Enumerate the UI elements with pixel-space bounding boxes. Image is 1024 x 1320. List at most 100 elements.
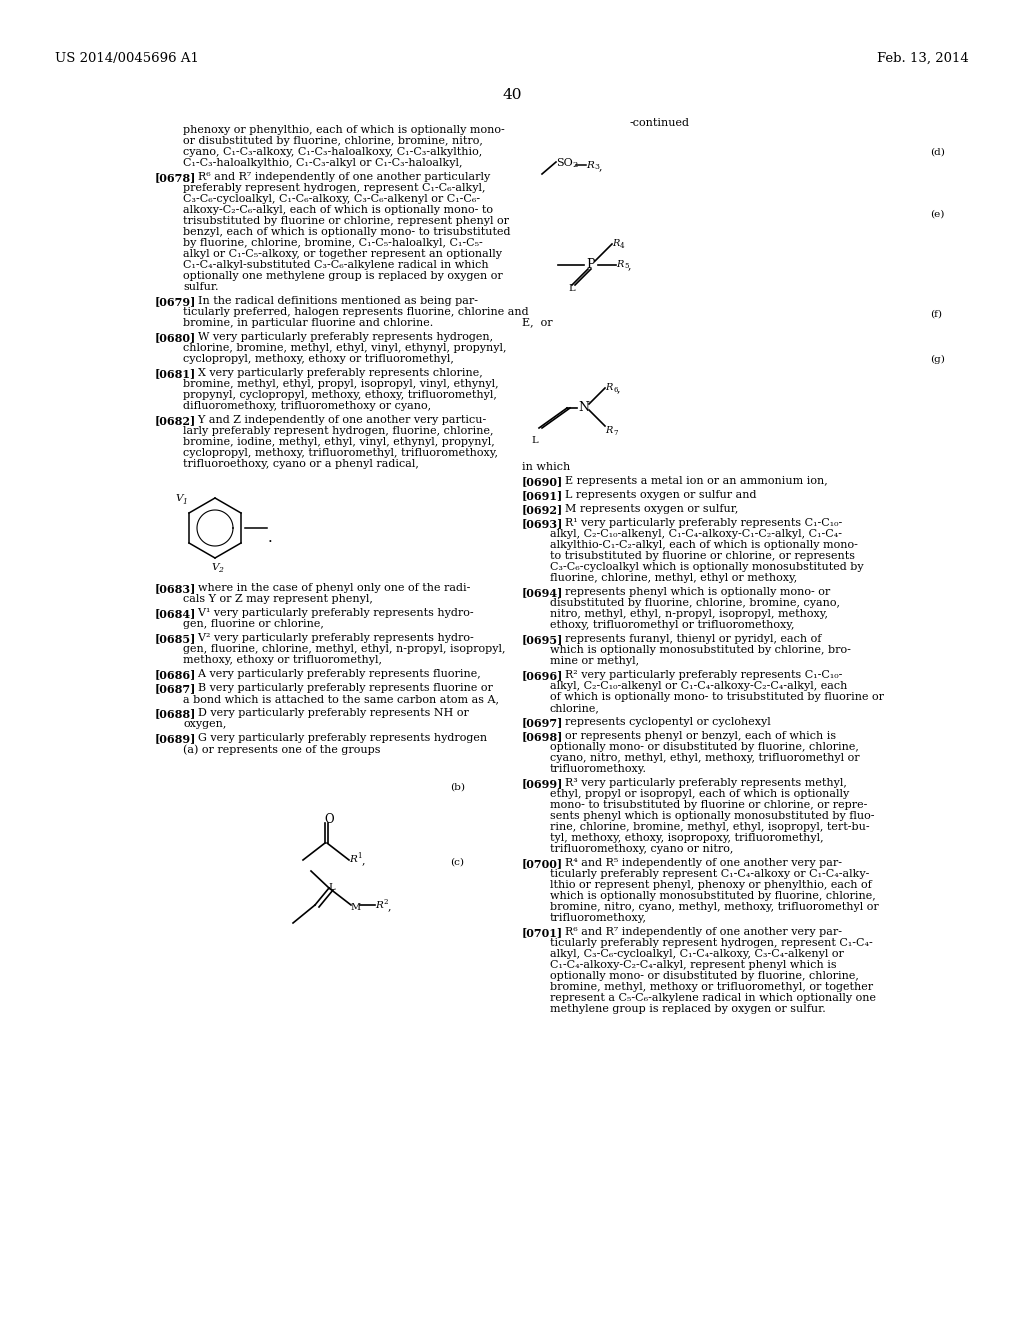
Text: [0698]: [0698]: [522, 731, 563, 742]
Text: V: V: [175, 494, 182, 503]
Text: [0680]: [0680]: [155, 333, 197, 343]
Text: V² very particularly preferably represents hydro-: V² very particularly preferably represen…: [190, 634, 473, 643]
Text: mono- to trisubstituted by fluorine or chlorine, or repre-: mono- to trisubstituted by fluorine or c…: [550, 800, 867, 810]
Text: rine, chlorine, bromine, methyl, ethyl, isopropyl, tert-bu-: rine, chlorine, bromine, methyl, ethyl, …: [550, 822, 869, 832]
Text: L: L: [568, 284, 574, 293]
Text: (g): (g): [930, 355, 945, 364]
Text: [0688]: [0688]: [155, 708, 197, 719]
Text: chlorine, bromine, methyl, ethyl, vinyl, ethynyl, propynyl,: chlorine, bromine, methyl, ethyl, vinyl,…: [183, 343, 507, 352]
Text: G very particularly preferably represents hydrogen: G very particularly preferably represent…: [190, 733, 486, 743]
Text: [0689]: [0689]: [155, 733, 197, 744]
Text: (b): (b): [450, 783, 465, 792]
Text: bromine, iodine, methyl, ethyl, vinyl, ethynyl, propynyl,: bromine, iodine, methyl, ethyl, vinyl, e…: [183, 437, 495, 447]
Text: A very particularly preferably represents fluorine,: A very particularly preferably represent…: [190, 669, 480, 678]
Text: fluorine, chlorine, methyl, ethyl or methoxy,: fluorine, chlorine, methyl, ethyl or met…: [550, 573, 798, 583]
Text: M: M: [350, 903, 360, 912]
Text: [0687]: [0687]: [155, 682, 197, 694]
Text: optionally mono- or disubstituted by fluorine, chlorine,: optionally mono- or disubstituted by flu…: [550, 742, 859, 752]
Text: [0685]: [0685]: [155, 634, 197, 644]
Text: represents phenyl which is optionally mono- or: represents phenyl which is optionally mo…: [558, 587, 829, 597]
Text: C₁-C₃-haloalkylthio, C₁-C₃-alkyl or C₁-C₃-haloalkyl,: C₁-C₃-haloalkylthio, C₁-C₃-alkyl or C₁-C…: [183, 158, 463, 168]
Text: trifluoromethoxy,: trifluoromethoxy,: [550, 913, 647, 923]
Text: R: R: [605, 383, 612, 392]
Text: difluoromethoxy, trifluoromethoxy or cyano,: difluoromethoxy, trifluoromethoxy or cya…: [183, 401, 431, 411]
Text: ,: ,: [599, 161, 602, 172]
Text: 2: 2: [572, 161, 578, 169]
Text: bromine, in particular fluorine and chlorine.: bromine, in particular fluorine and chlo…: [183, 318, 433, 327]
Text: or represents phenyl or benzyl, each of which is: or represents phenyl or benzyl, each of …: [558, 731, 836, 741]
Text: mine or methyl,: mine or methyl,: [550, 656, 639, 667]
Text: [0692]: [0692]: [522, 504, 563, 515]
Text: R: R: [349, 855, 357, 865]
Text: 4: 4: [620, 242, 625, 249]
Text: [0678]: [0678]: [155, 172, 197, 183]
Text: R³ very particularly preferably represents methyl,: R³ very particularly preferably represen…: [558, 777, 847, 788]
Text: disubstituted by fluorine, chlorine, bromine, cyano,: disubstituted by fluorine, chlorine, bro…: [550, 598, 840, 609]
Text: [0684]: [0684]: [155, 609, 197, 619]
Text: ethoxy, trifluoromethyl or trifluoromethoxy,: ethoxy, trifluoromethyl or trifluorometh…: [550, 620, 795, 630]
Text: in which: in which: [522, 462, 570, 473]
Text: [0696]: [0696]: [522, 671, 563, 681]
Text: L: L: [531, 436, 538, 445]
Text: represents cyclopentyl or cyclohexyl: represents cyclopentyl or cyclohexyl: [558, 717, 770, 727]
Text: R: R: [605, 426, 612, 436]
Text: [0679]: [0679]: [155, 296, 197, 308]
Text: nitro, methyl, ethyl, n-propyl, isopropyl, methoxy,: nitro, methyl, ethyl, n-propyl, isopropy…: [550, 609, 828, 619]
Text: P: P: [586, 257, 595, 271]
Text: benzyl, each of which is optionally mono- to trisubstituted: benzyl, each of which is optionally mono…: [183, 227, 511, 238]
Text: cyclopropyl, methoxy, trifluoromethyl, trifluoromethoxy,: cyclopropyl, methoxy, trifluoromethyl, t…: [183, 447, 498, 458]
Text: of which is optionally mono- to trisubstituted by fluorine or: of which is optionally mono- to trisubst…: [550, 692, 884, 702]
Text: 6: 6: [613, 385, 617, 393]
Text: ,: ,: [628, 260, 632, 271]
Text: W very particularly preferably represents hydrogen,: W very particularly preferably represent…: [190, 333, 493, 342]
Text: chlorine,: chlorine,: [550, 704, 600, 713]
Text: [0701]: [0701]: [522, 927, 563, 939]
Text: preferably represent hydrogen, represent C₁-C₆-alkyl,: preferably represent hydrogen, represent…: [183, 183, 485, 193]
Text: 2: 2: [383, 898, 387, 906]
Text: alkyl, C₂-C₁₀-alkenyl or C₁-C₄-alkoxy-C₂-C₄-alkyl, each: alkyl, C₂-C₁₀-alkenyl or C₁-C₄-alkoxy-C₂…: [550, 681, 848, 690]
Text: (a) or represents one of the groups: (a) or represents one of the groups: [183, 744, 381, 755]
Text: alkoxy-C₂-C₆-alkyl, each of which is optionally mono- to: alkoxy-C₂-C₆-alkyl, each of which is opt…: [183, 205, 493, 215]
Text: B very particularly preferably represents fluorine or: B very particularly preferably represent…: [190, 682, 493, 693]
Text: sents phenyl which is optionally monosubstituted by fluo-: sents phenyl which is optionally monosub…: [550, 810, 874, 821]
Text: US 2014/0045696 A1: US 2014/0045696 A1: [55, 51, 199, 65]
Text: R⁴ and R⁵ independently of one another very par-: R⁴ and R⁵ independently of one another v…: [558, 858, 842, 869]
Text: trifluoromethoxy, cyano or nitro,: trifluoromethoxy, cyano or nitro,: [550, 843, 733, 854]
Text: Feb. 13, 2014: Feb. 13, 2014: [878, 51, 969, 65]
Text: bromine, methyl, ethyl, propyl, isopropyl, vinyl, ethynyl,: bromine, methyl, ethyl, propyl, isopropy…: [183, 379, 499, 389]
Text: methylene group is replaced by oxygen or sulfur.: methylene group is replaced by oxygen or…: [550, 1005, 825, 1014]
Text: a bond which is attached to the same carbon atom as A,: a bond which is attached to the same car…: [183, 694, 499, 704]
Text: cals Y or Z may represent phenyl,: cals Y or Z may represent phenyl,: [183, 594, 373, 605]
Text: SO: SO: [556, 158, 572, 168]
Text: 40: 40: [502, 88, 522, 102]
Text: bromine, nitro, cyano, methyl, methoxy, trifluoromethyl or: bromine, nitro, cyano, methyl, methoxy, …: [550, 902, 879, 912]
Text: alkyl or C₁-C₅-alkoxy, or together represent an optionally: alkyl or C₁-C₅-alkoxy, or together repre…: [183, 249, 502, 259]
Text: 1: 1: [182, 498, 186, 506]
Text: ethyl, propyl or isopropyl, each of which is optionally: ethyl, propyl or isopropyl, each of whic…: [550, 789, 849, 799]
Text: .: .: [268, 531, 272, 545]
Text: [0700]: [0700]: [522, 858, 563, 869]
Text: [0693]: [0693]: [522, 517, 563, 529]
Text: cyano, nitro, methyl, ethyl, methoxy, trifluoromethyl or: cyano, nitro, methyl, ethyl, methoxy, tr…: [550, 752, 859, 763]
Text: R: R: [616, 260, 624, 269]
Text: X very particularly preferably represents chlorine,: X very particularly preferably represent…: [190, 368, 482, 378]
Text: ticularly preferably represent hydrogen, represent C₁-C₄-: ticularly preferably represent hydrogen,…: [550, 939, 872, 948]
Text: R¹ very particularly preferably represents C₁-C₁₀-: R¹ very particularly preferably represen…: [558, 517, 842, 528]
Text: V: V: [211, 564, 218, 572]
Text: larly preferably represent hydrogen, fluorine, chlorine,: larly preferably represent hydrogen, flu…: [183, 426, 494, 436]
Text: 3: 3: [594, 162, 599, 172]
Text: trisubstituted by fluorine or chlorine, represent phenyl or: trisubstituted by fluorine or chlorine, …: [183, 216, 509, 226]
Text: oxygen,: oxygen,: [183, 719, 226, 729]
Text: ticularly preferably represent C₁-C₄-alkoxy or C₁-C₄-alky-: ticularly preferably represent C₁-C₄-alk…: [550, 869, 869, 879]
Text: methoxy, ethoxy or trifluoromethyl,: methoxy, ethoxy or trifluoromethyl,: [183, 655, 382, 665]
Text: E,  or: E, or: [522, 317, 553, 327]
Text: phenoxy or phenylthio, each of which is optionally mono-: phenoxy or phenylthio, each of which is …: [183, 125, 505, 135]
Text: cyclopropyl, methoxy, ethoxy or trifluoromethyl,: cyclopropyl, methoxy, ethoxy or trifluor…: [183, 354, 454, 364]
Text: 2: 2: [218, 566, 223, 574]
Text: tyl, methoxy, ethoxy, isopropoxy, trifluoromethyl,: tyl, methoxy, ethoxy, isopropoxy, triflu…: [550, 833, 823, 843]
Text: M represents oxygen or sulfur,: M represents oxygen or sulfur,: [558, 504, 738, 513]
Text: (d): (d): [930, 148, 945, 157]
Text: [0681]: [0681]: [155, 368, 197, 379]
Text: (c): (c): [450, 858, 464, 867]
Text: 5: 5: [624, 261, 629, 271]
